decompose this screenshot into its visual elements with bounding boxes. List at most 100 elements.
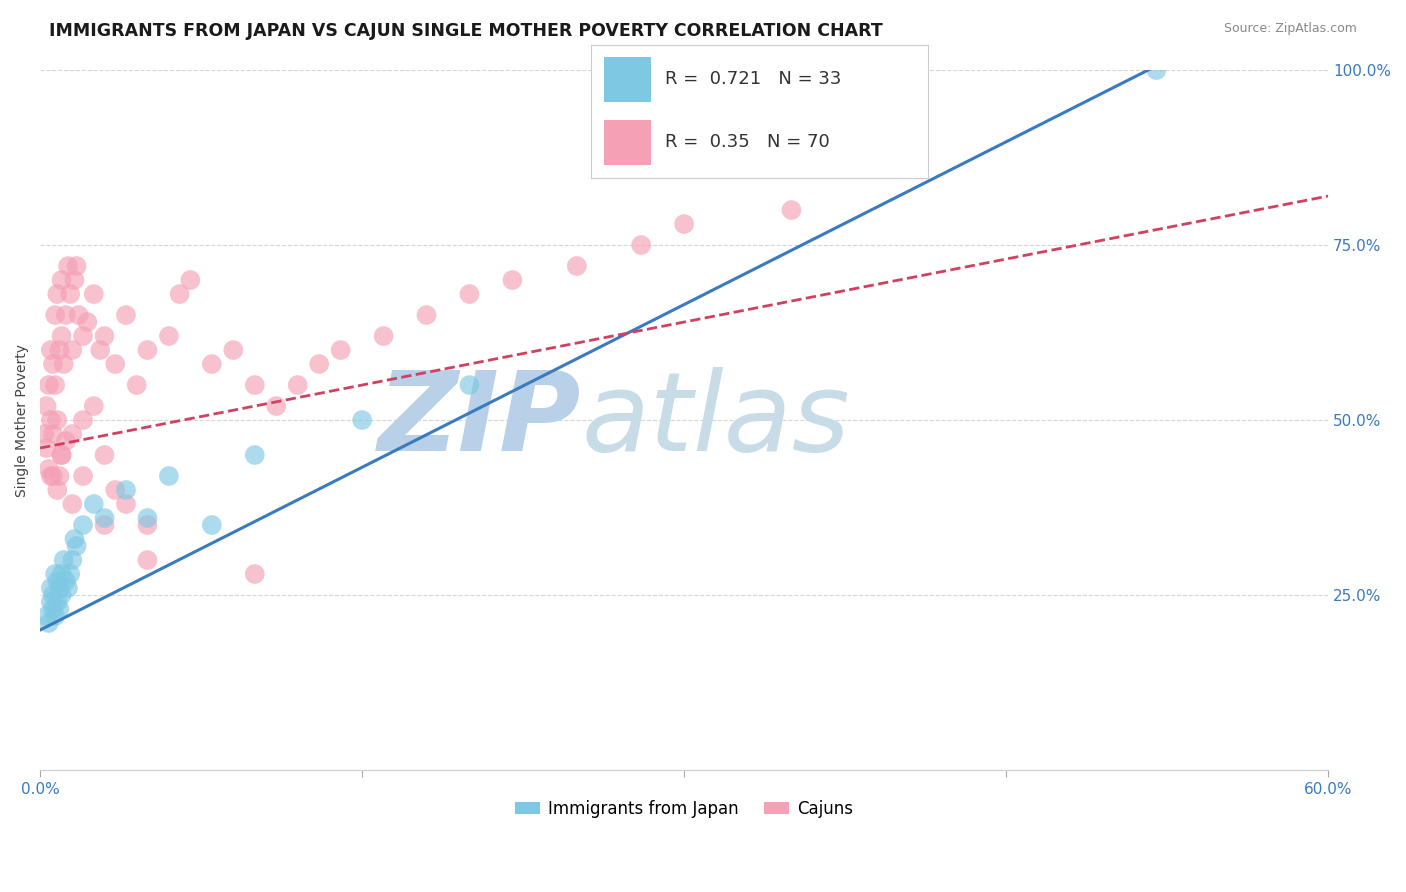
Point [104, 483, 127, 497]
Point [104, 357, 127, 371]
Point [42, 588, 65, 602]
Point [44, 567, 66, 582]
Point [136, 343, 159, 357]
Point [39, 343, 62, 357]
Point [67, 308, 90, 322]
Point [44, 308, 66, 322]
Point [243, 567, 266, 582]
Y-axis label: Single Mother Poverty: Single Mother Poverty [15, 343, 30, 497]
Point [56, 581, 79, 595]
Point [60, 497, 83, 511]
FancyBboxPatch shape [605, 120, 651, 165]
Point [59, 287, 82, 301]
Point [125, 378, 148, 392]
Point [201, 518, 224, 533]
Point [55, 434, 77, 448]
Point [55, 308, 77, 322]
Point [39, 581, 62, 595]
Point [38, 615, 60, 630]
Point [38, 378, 60, 392]
Point [44, 609, 66, 624]
Point [35, 399, 58, 413]
Point [48, 581, 70, 595]
Point [46, 483, 69, 497]
Point [60, 343, 83, 357]
Point [39, 469, 62, 483]
Point [51, 329, 73, 343]
Point [373, 329, 395, 343]
Text: R =  0.35   N = 70: R = 0.35 N = 70 [665, 133, 830, 152]
Point [415, 308, 437, 322]
Point [308, 357, 330, 371]
Point [48, 343, 70, 357]
Point [55, 574, 77, 588]
Point [329, 343, 352, 357]
Point [72, 518, 94, 533]
Text: IMMIGRANTS FROM JAPAN VS CAJUN SINGLE MOTHER POVERTY CORRELATION CHART: IMMIGRANTS FROM JAPAN VS CAJUN SINGLE MO… [49, 22, 883, 40]
Point [42, 357, 65, 371]
Point [46, 574, 69, 588]
Point [42, 602, 65, 616]
Point [93, 518, 115, 533]
Point [42, 469, 65, 483]
Point [458, 378, 481, 392]
Point [72, 329, 94, 343]
Point [46, 595, 69, 609]
Point [51, 448, 73, 462]
Point [287, 378, 309, 392]
Point [115, 308, 138, 322]
Point [83, 399, 105, 413]
Point [56, 259, 79, 273]
Point [89, 343, 111, 357]
Point [501, 273, 523, 287]
Point [46, 413, 69, 427]
Point [243, 378, 266, 392]
Point [48, 469, 70, 483]
Point [35, 441, 58, 455]
Point [39, 595, 62, 609]
Point [51, 448, 73, 462]
Point [63, 273, 86, 287]
Point [179, 273, 201, 287]
Point [34, 427, 56, 442]
Point [51, 273, 73, 287]
FancyBboxPatch shape [605, 57, 651, 102]
Point [93, 511, 115, 525]
Point [60, 427, 83, 442]
Point [136, 553, 159, 567]
Point [157, 469, 180, 483]
Point [222, 343, 245, 357]
Point [136, 518, 159, 533]
Point [136, 511, 159, 525]
Point [72, 469, 94, 483]
Text: Source: ZipAtlas.com: Source: ZipAtlas.com [1223, 22, 1357, 36]
Point [76, 315, 98, 329]
Point [48, 602, 70, 616]
Point [352, 413, 374, 427]
Point [59, 567, 82, 582]
Point [845, 98, 868, 112]
Point [35, 609, 58, 624]
Point [51, 567, 73, 582]
Legend: Immigrants from Japan, Cajuns: Immigrants from Japan, Cajuns [509, 793, 860, 825]
Point [169, 287, 191, 301]
Point [51, 588, 73, 602]
Point [673, 217, 696, 231]
Point [264, 399, 287, 413]
Point [458, 287, 481, 301]
Point [65, 259, 87, 273]
Point [157, 329, 180, 343]
Point [93, 448, 115, 462]
Point [63, 532, 86, 546]
Point [46, 287, 69, 301]
Point [243, 448, 266, 462]
Point [201, 357, 224, 371]
Text: ZIP: ZIP [378, 367, 581, 474]
Point [39, 413, 62, 427]
Point [83, 497, 105, 511]
Point [65, 539, 87, 553]
Point [115, 497, 138, 511]
Point [38, 462, 60, 476]
Point [52, 357, 75, 371]
Point [42, 427, 65, 442]
